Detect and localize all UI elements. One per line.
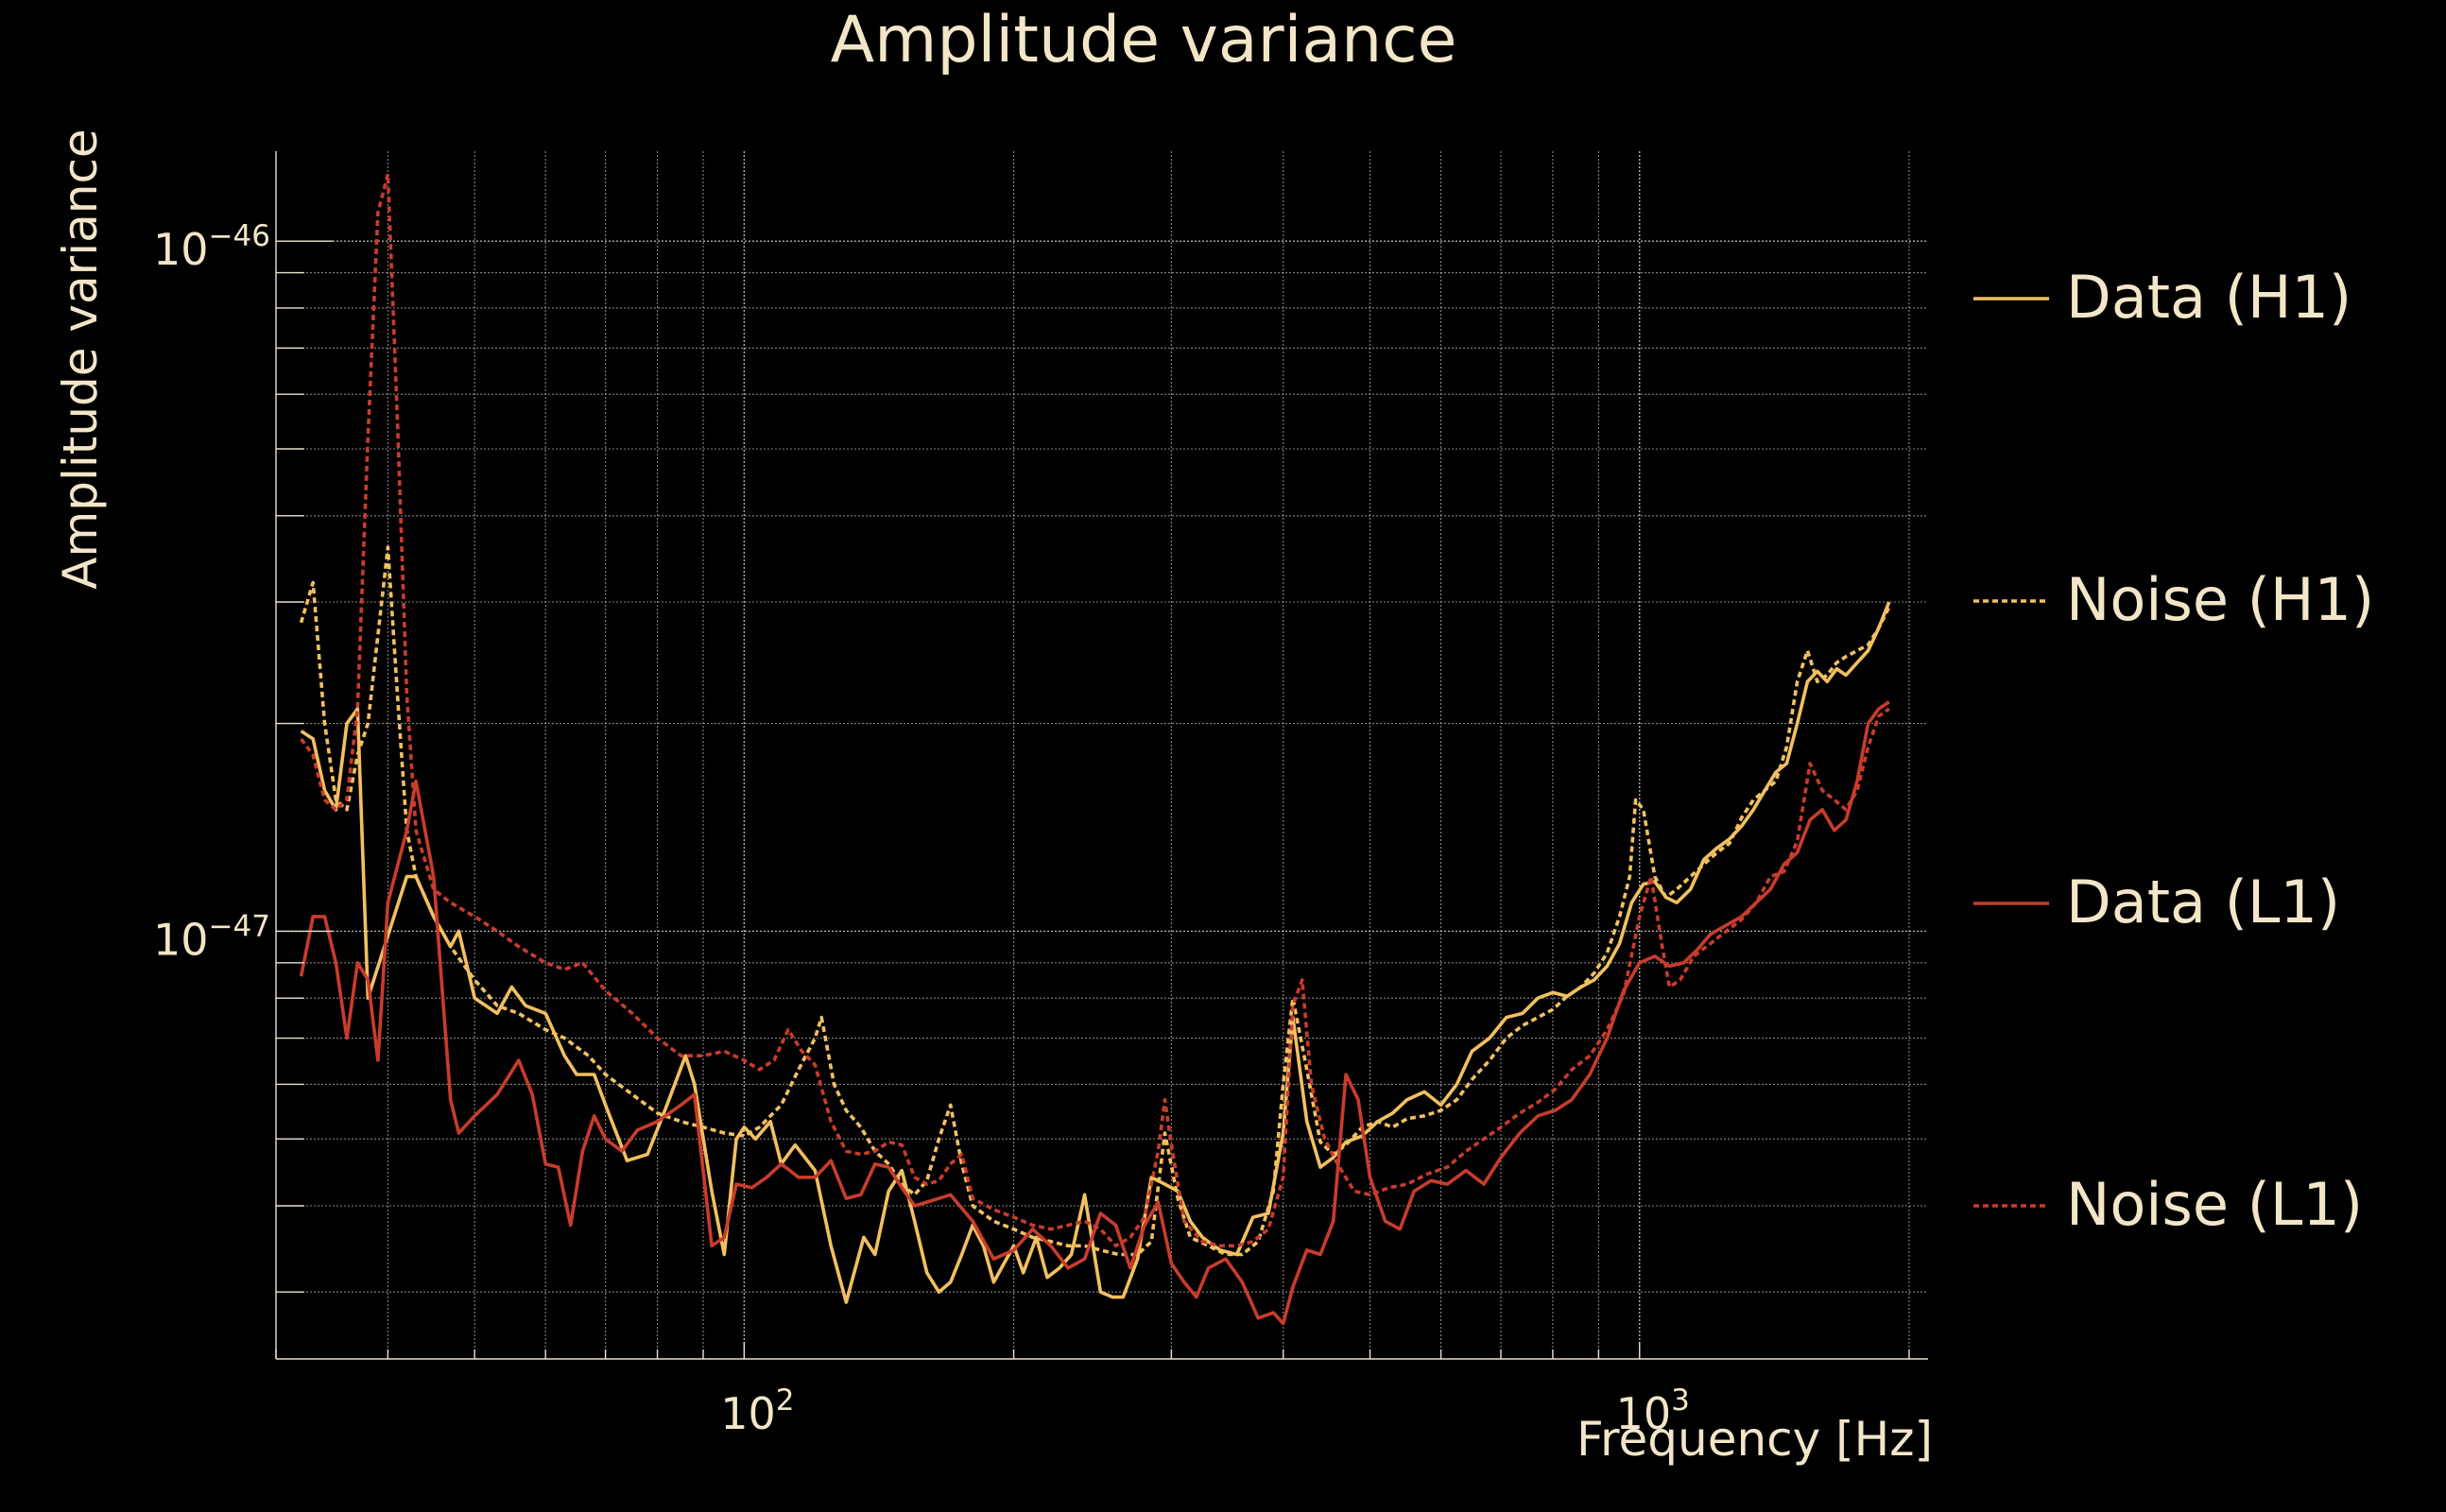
axes [275,151,1928,1360]
series-line-noise-h1 [299,545,1891,1257]
y-tick-label: 10−47 [153,909,270,965]
series-line-data-l1 [299,700,1890,1326]
tick-labels: 102 103 10−46 10−47 [153,219,1690,1439]
legend-label: Data (L1) [2066,868,2340,936]
series-line-data-h1 [300,601,1891,1304]
series-layer [299,172,1891,1326]
y-axis-label: Amplitude variance [53,129,108,589]
x-axis-label: Frequency [Hz] [1576,1412,1933,1467]
legend-label: Noise (L1) [2066,1170,2363,1239]
legend: Data (H1) Noise (H1) Data (L1) Noise (L1) [1973,263,2374,1239]
series-line-noise-l1 [300,172,1890,1248]
chart-title: Amplitude variance [831,3,1457,77]
y-tick-label: 10−46 [153,219,270,275]
x-tick-label: 102 [720,1383,794,1439]
grid [275,151,1928,1359]
legend-label: Data (H1) [2066,263,2351,332]
x-tick-label: 103 [1616,1383,1690,1439]
legend-label: Noise (H1) [2066,565,2374,634]
